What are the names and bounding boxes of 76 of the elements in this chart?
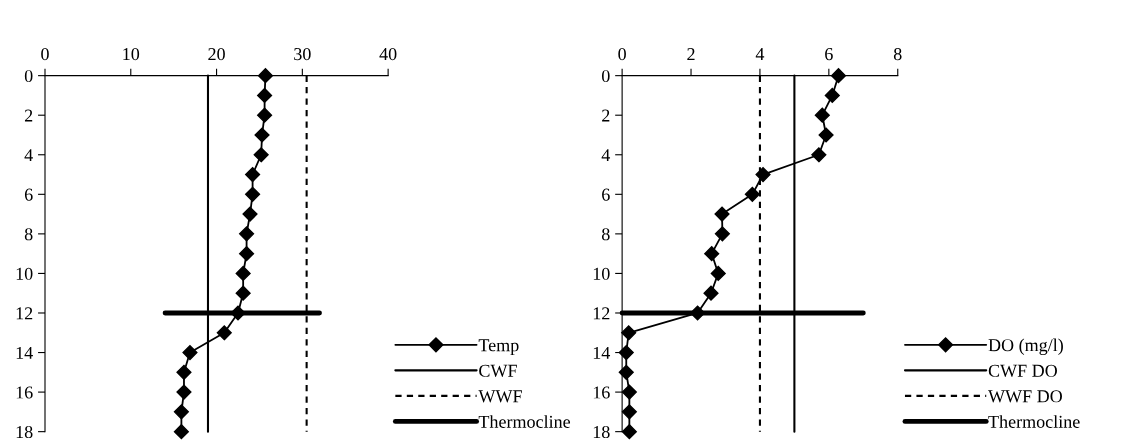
point bbox=[618, 364, 634, 380]
point bbox=[173, 404, 189, 420]
y-tick-label: 16 bbox=[593, 386, 610, 399]
y-tick-label: 2 bbox=[602, 109, 610, 122]
y-tick-label: 2 bbox=[24, 109, 33, 122]
point bbox=[176, 384, 192, 400]
y-tick-label: 18 bbox=[16, 425, 33, 439]
point bbox=[176, 364, 192, 380]
point bbox=[621, 404, 637, 420]
y-tick-label: 14 bbox=[593, 346, 611, 359]
point bbox=[257, 107, 273, 123]
point bbox=[811, 147, 827, 163]
x-tick-label: 4 bbox=[755, 48, 765, 60]
y-tick-label: 6 bbox=[24, 188, 33, 201]
y-tick-label: 14 bbox=[16, 346, 33, 359]
legend-label: Thermocline bbox=[478, 415, 571, 428]
point bbox=[230, 305, 246, 321]
point bbox=[818, 127, 834, 143]
point bbox=[235, 285, 251, 301]
point bbox=[173, 424, 189, 440]
legend-label: WWF bbox=[478, 390, 522, 403]
point bbox=[714, 206, 730, 222]
point bbox=[621, 325, 637, 341]
x-tick-label: 8 bbox=[893, 47, 902, 61]
point bbox=[618, 344, 634, 361]
point bbox=[710, 265, 726, 281]
x-tick-label: 0 bbox=[41, 47, 49, 61]
legend-label: Thermocline bbox=[988, 415, 1080, 428]
x-tick-label: 10 bbox=[123, 47, 140, 61]
legend-label: Temp bbox=[478, 339, 519, 356]
point bbox=[714, 226, 730, 242]
x-tick-label: 6 bbox=[825, 48, 833, 61]
x-tick-label: 30 bbox=[294, 47, 311, 61]
point bbox=[242, 206, 258, 222]
y-tick-label: 8 bbox=[601, 228, 610, 241]
point bbox=[830, 68, 847, 84]
y-tick-label: 4 bbox=[24, 149, 33, 162]
point bbox=[245, 186, 261, 202]
point bbox=[621, 384, 637, 400]
y-tick-label: 12 bbox=[16, 307, 33, 320]
point bbox=[245, 166, 261, 183]
point bbox=[257, 87, 273, 103]
legend-label: CWF DO bbox=[988, 364, 1057, 377]
y-tick-label: 12 bbox=[593, 307, 610, 320]
point bbox=[182, 344, 198, 361]
point bbox=[239, 226, 255, 242]
point bbox=[690, 305, 706, 321]
legend-label: DO (mg/l) bbox=[988, 338, 1063, 356]
y-tick-label: 10 bbox=[16, 267, 33, 280]
legend-label: WWF DO bbox=[988, 390, 1062, 403]
y-tick-label: 0 bbox=[24, 69, 33, 83]
point bbox=[254, 127, 270, 143]
y-tick-label: 16 bbox=[16, 386, 33, 399]
x-tick-label: 40 bbox=[379, 47, 397, 61]
y-tick-label: 10 bbox=[593, 267, 610, 280]
point bbox=[755, 166, 771, 183]
x-tick-label: 20 bbox=[208, 47, 225, 61]
point bbox=[814, 107, 830, 123]
point bbox=[621, 424, 637, 440]
point bbox=[744, 186, 760, 202]
point bbox=[253, 147, 269, 163]
point bbox=[235, 265, 251, 281]
y-tick-label: 8 bbox=[24, 228, 33, 241]
y-tick-label: 0 bbox=[601, 69, 610, 83]
point bbox=[239, 246, 255, 262]
point bbox=[824, 87, 840, 103]
y-tick-label: 6 bbox=[602, 188, 610, 201]
point bbox=[703, 285, 719, 301]
x-tick-label: 2 bbox=[687, 48, 695, 60]
legend-label: CWF bbox=[479, 364, 517, 377]
point bbox=[216, 325, 232, 341]
y-tick-label: 18 bbox=[593, 425, 610, 439]
point bbox=[704, 246, 720, 262]
x-tick-label: 0 bbox=[618, 47, 626, 61]
y-tick-label: 4 bbox=[601, 149, 611, 162]
point bbox=[257, 68, 274, 84]
